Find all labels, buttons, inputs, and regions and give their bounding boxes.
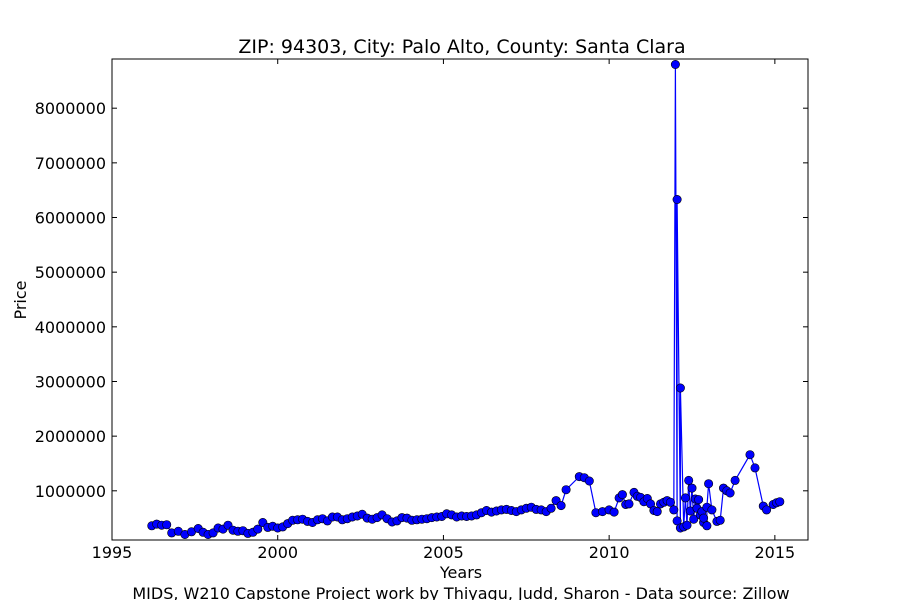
- data-point: [745, 450, 755, 460]
- data-point: [707, 505, 717, 515]
- y-tick-label: 4000000: [35, 318, 106, 337]
- footer-credit: MIDS, W210 Capstone Project work by Thiy…: [132, 584, 789, 600]
- x-tick-label: 2005: [423, 543, 464, 562]
- data-point: [670, 59, 680, 69]
- chart-title: ZIP: 94303, City: Palo Alto, County: San…: [238, 36, 685, 58]
- data-point: [715, 515, 725, 525]
- data-point: [699, 513, 709, 523]
- data-point: [652, 507, 662, 517]
- data-point: [725, 488, 735, 498]
- data-point: [665, 497, 675, 507]
- data-point: [675, 383, 685, 393]
- plot-area: [147, 59, 785, 539]
- x-tick-label: 2015: [754, 543, 795, 562]
- data-point: [609, 507, 619, 517]
- data-point: [624, 499, 634, 509]
- data-point: [694, 495, 704, 505]
- series-line: [151, 64, 780, 536]
- data-point: [775, 497, 785, 507]
- data-point: [684, 475, 694, 485]
- y-tick-label: 8000000: [35, 99, 106, 118]
- data-point: [546, 503, 556, 513]
- data-point: [162, 520, 172, 530]
- y-tick-label: 1000000: [35, 482, 106, 501]
- data-point: [253, 524, 263, 534]
- x-tick-label: 2000: [257, 543, 298, 562]
- y-tick-label: 5000000: [35, 263, 106, 282]
- y-tick-label: 6000000: [35, 209, 106, 228]
- data-point: [556, 501, 566, 511]
- data-point: [689, 514, 699, 524]
- data-point: [730, 475, 740, 485]
- data-point: [672, 195, 682, 205]
- data-point: [702, 521, 712, 531]
- axis-ticks: 1995 2000 2005 2010 2015 1000000 2000000 300000…: [35, 59, 808, 562]
- plot-frame: [111, 58, 809, 541]
- data-point: [762, 505, 772, 515]
- y-axis-label: Price: [11, 280, 30, 319]
- data-point: [669, 505, 679, 515]
- y-tick-label: 7000000: [35, 154, 106, 173]
- data-point: [584, 476, 594, 486]
- data-point: [687, 483, 697, 493]
- data-point: [561, 485, 571, 495]
- x-axis-label: Years: [439, 563, 482, 582]
- data-point: [750, 463, 760, 473]
- x-tick-label: 1995: [92, 543, 133, 562]
- y-tick-label: 3000000: [35, 372, 106, 391]
- data-point: [680, 493, 690, 503]
- x-tick-label: 2010: [589, 543, 630, 562]
- data-point: [682, 520, 692, 530]
- y-tick-label: 2000000: [35, 427, 106, 446]
- data-point: [704, 479, 714, 489]
- data-point: [617, 490, 627, 500]
